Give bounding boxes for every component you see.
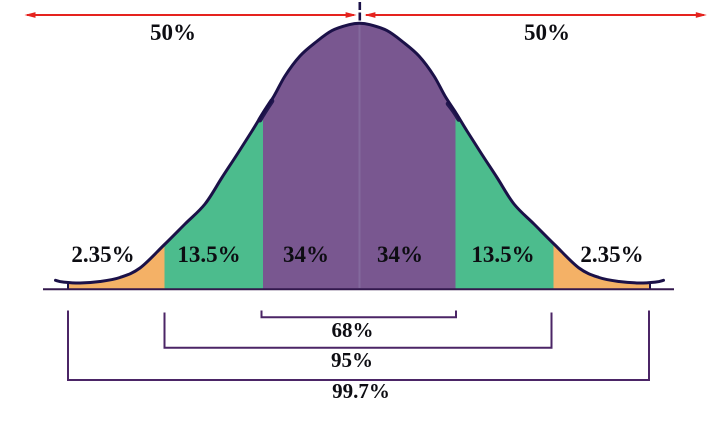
- svg-text:34%: 34%: [377, 242, 423, 267]
- svg-text:50%: 50%: [524, 20, 570, 45]
- svg-text:99.7%: 99.7%: [332, 379, 390, 403]
- svg-text:95%: 95%: [331, 348, 373, 372]
- svg-text:13.5%: 13.5%: [177, 242, 240, 267]
- svg-text:50%: 50%: [150, 20, 196, 45]
- svg-text:34%: 34%: [283, 242, 329, 267]
- svg-text:2.35%: 2.35%: [580, 242, 643, 267]
- svg-text:2.35%: 2.35%: [71, 242, 134, 267]
- svg-text:68%: 68%: [332, 318, 374, 342]
- svg-text:13.5%: 13.5%: [471, 242, 534, 267]
